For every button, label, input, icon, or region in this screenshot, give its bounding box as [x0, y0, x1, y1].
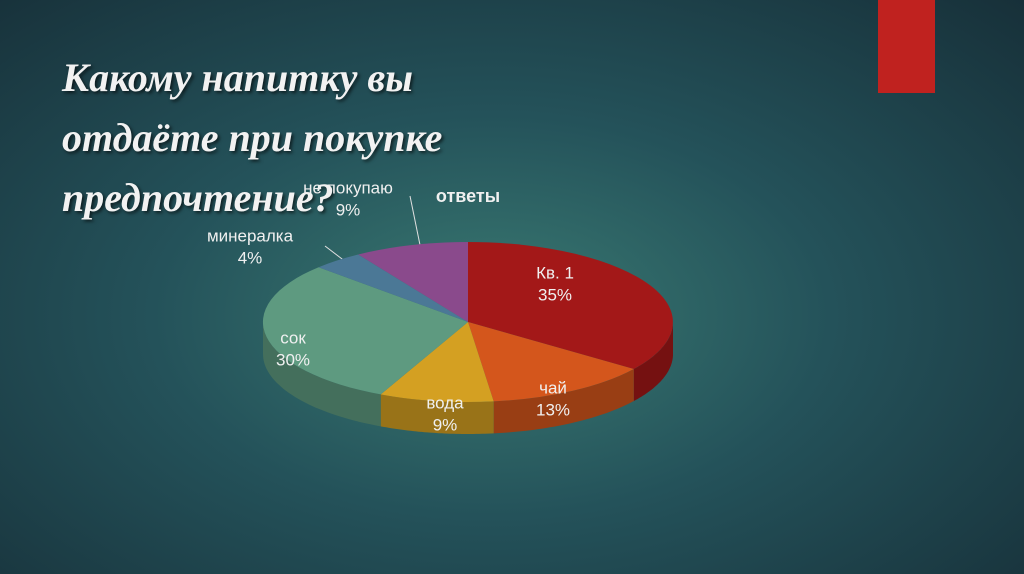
slice-label: не покупаю: [303, 178, 393, 197]
slice-label: Кв. 1: [536, 263, 574, 282]
slice-side: [380, 394, 494, 434]
slice-label: чай: [539, 378, 567, 397]
slice: [318, 254, 468, 322]
accent-bar: [878, 0, 935, 93]
slice-value-label: 30%: [276, 350, 310, 369]
chart-title: ответы: [436, 186, 500, 206]
slice-side: [263, 322, 381, 427]
slice-value-label: 9%: [433, 415, 458, 434]
leader-line: [409, 195, 421, 246]
slice: [380, 322, 494, 403]
slice: [358, 242, 468, 322]
slice: [262, 267, 468, 395]
slice-value-label: 13%: [536, 400, 570, 419]
slice-side: [633, 322, 673, 401]
slice-label: вода: [426, 393, 464, 412]
slice-value-label: 35%: [538, 285, 572, 304]
slice-value-label: 4%: [238, 248, 263, 267]
slice-value-label: 9%: [336, 200, 361, 219]
slide-title: Какому напитку вы отдаёте при покупке пр…: [62, 55, 443, 220]
slice: [468, 322, 634, 402]
slice-label: сок: [280, 328, 306, 347]
slice: [468, 242, 673, 369]
slice-label: минералка: [207, 226, 294, 245]
slice-side: [493, 369, 634, 434]
